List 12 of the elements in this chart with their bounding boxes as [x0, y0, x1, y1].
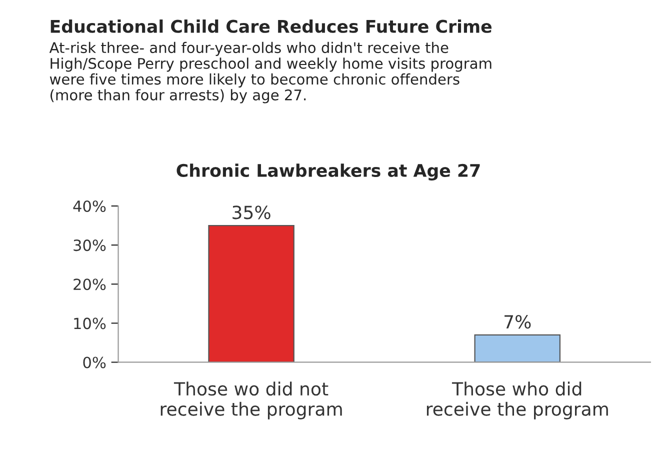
chart-title: Educational Child Care Reduces Future Crime	[50, 20, 492, 33]
x-tick-label: Those who did receive the program	[426, 382, 608, 420]
x-tick-label: Those wo did not receive the program	[160, 382, 342, 420]
data-label: 7%	[504, 314, 531, 329]
y-tick-label: 30%	[74, 240, 106, 252]
text: Chronic Lawbreakers at Age 27	[176, 164, 480, 181]
data-label: 35%	[232, 206, 270, 220]
y-tick-label: 10%	[74, 318, 106, 330]
y-tick-label: 0%	[83, 356, 106, 368]
y-tick-label: 20%	[74, 278, 106, 290]
y-tick-label: 40%	[73, 200, 106, 212]
chart-subtitle: At-risk three- and four-year-olds who didn't receive the High/Scope Perry preschool and weekly home visits program were five times more likely to become chronic offenders (more than four arrests) by age 27.	[49, 42, 492, 104]
